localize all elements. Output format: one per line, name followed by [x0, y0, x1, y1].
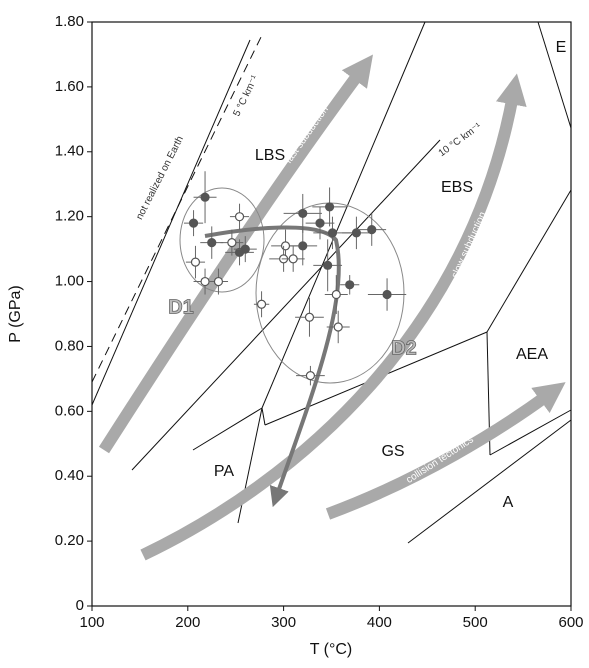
data-point — [351, 228, 362, 238]
annotation: 10 °C km⁻¹ — [437, 121, 484, 160]
d1-ellipse — [179, 187, 265, 293]
data-point — [323, 260, 333, 270]
y-tick-label: 1.40 — [55, 143, 84, 160]
tectonic-arrows — [98, 54, 566, 561]
y-tick-label: 1.20 — [55, 208, 84, 225]
data-point — [200, 192, 210, 202]
data-point — [304, 312, 315, 322]
y-axis-title: P (GPa) — [7, 285, 24, 343]
data-point — [190, 257, 201, 267]
x-tick-label: 400 — [367, 614, 392, 631]
data-point — [188, 218, 199, 228]
x-tick-label: 100 — [79, 614, 104, 631]
x-tick-label: 500 — [463, 614, 488, 631]
y-tick-label: 0 — [76, 597, 84, 614]
y-tick-label: 0.60 — [55, 402, 84, 419]
data-point — [213, 276, 224, 287]
d1-label: D1 — [168, 296, 194, 318]
data-point — [315, 218, 325, 228]
data-point — [327, 228, 338, 238]
x-tick-label: 600 — [558, 614, 583, 631]
data-point — [331, 289, 341, 300]
field-label: LBS — [255, 147, 285, 164]
data-point — [382, 289, 392, 300]
data-point — [234, 212, 245, 222]
data-point — [288, 254, 298, 264]
data-point — [200, 276, 210, 287]
y-tick-label: 1.60 — [55, 78, 84, 95]
d2-label: D2 — [391, 337, 417, 359]
field-label: GS — [381, 443, 404, 460]
facies-lines — [91, 21, 572, 544]
plot-frame — [91, 21, 572, 607]
field-label: EBS — [441, 179, 473, 196]
data-point — [227, 238, 237, 248]
field-label: A — [503, 494, 514, 511]
field-label: PA — [214, 463, 234, 480]
data-point — [333, 322, 343, 332]
y-tick-label: 0.80 — [55, 337, 84, 354]
data-point — [240, 244, 250, 254]
annotation: 5 °C km⁻¹ — [231, 73, 261, 118]
data-point — [345, 280, 355, 290]
data-point — [367, 225, 377, 235]
y-tick-label: 0.20 — [55, 532, 84, 549]
x-tick-label: 300 — [271, 614, 296, 631]
data-point — [305, 371, 316, 381]
arrow-label: fast subduction — [283, 104, 331, 165]
y-tick-label: 1.80 — [55, 13, 84, 30]
data-point — [298, 241, 308, 251]
field-label: E — [556, 39, 567, 56]
pt-path — [204, 225, 341, 508]
data-point — [280, 241, 291, 251]
y-tick-label: 0.40 — [55, 467, 84, 484]
data-points — [183, 171, 407, 386]
data-point — [298, 208, 308, 219]
x-axis-title: T (°C) — [310, 641, 353, 658]
x-tick-label: 200 — [175, 614, 200, 631]
annotation: not realized on Earth — [134, 134, 186, 221]
data-point — [324, 202, 335, 212]
arrow-label: collision tectonics — [404, 434, 475, 486]
y-tick-label: 1.00 — [55, 273, 84, 290]
field-label: AEA — [516, 346, 548, 363]
data-point — [207, 238, 217, 248]
data-point — [256, 299, 267, 309]
